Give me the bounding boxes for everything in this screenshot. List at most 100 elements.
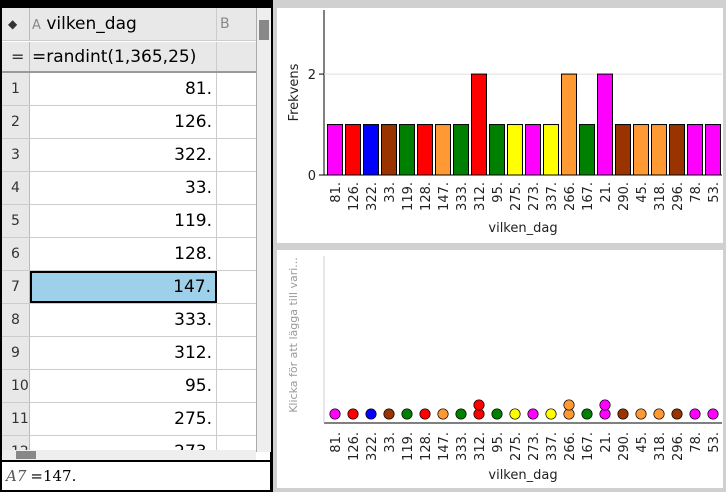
- x-tick-label: 78.: [689, 432, 704, 453]
- dot: [473, 399, 485, 411]
- cell[interactable]: 81.: [30, 73, 217, 105]
- bar: [543, 124, 559, 176]
- cell[interactable]: 33.: [30, 172, 217, 204]
- x-tick-label: 167.: [581, 182, 596, 211]
- column-a-header[interactable]: A vilken_dag: [30, 8, 217, 40]
- cell[interactable]: 128.: [30, 238, 217, 270]
- bar: [579, 124, 595, 176]
- bar: [561, 73, 577, 176]
- y-axis-label: Frekvens: [287, 63, 302, 121]
- sheet-row: 1 81.: [2, 73, 257, 106]
- sheet-row: 5 119.: [2, 205, 257, 238]
- x-tick-label: 126.: [347, 182, 362, 211]
- x-tick-label: 126.: [347, 432, 362, 461]
- corner-icon: ◆: [2, 8, 30, 40]
- x-tick-label: 167.: [581, 432, 596, 461]
- formula-row: = =randint(1,365,25): [2, 42, 257, 73]
- x-tick-label: 290.: [617, 432, 632, 461]
- cell[interactable]: 322.: [30, 139, 217, 171]
- bar: [651, 124, 667, 176]
- bar: [525, 124, 541, 176]
- x-tick-label: 128.: [419, 432, 434, 461]
- x-tick-label: 290.: [617, 182, 632, 211]
- bar: [327, 124, 343, 176]
- x-tick-label: 273.: [527, 432, 542, 461]
- sheet-row: 10 95.: [2, 370, 257, 403]
- x-tick-label: 333.: [455, 182, 470, 211]
- sheet-row: 2 126.: [2, 106, 257, 139]
- x-tick-label: 273.: [527, 182, 542, 211]
- cell[interactable]: 333.: [30, 304, 217, 336]
- dot: [401, 408, 413, 420]
- bar: [687, 124, 703, 176]
- bar: [345, 124, 361, 176]
- bar: [399, 124, 415, 176]
- row-number: 11: [2, 403, 30, 435]
- x-tick-label: 119.: [401, 432, 416, 461]
- x-axis-label: vilken_dag: [488, 221, 557, 236]
- x-tick-label: 95.: [491, 182, 506, 203]
- formula[interactable]: =randint(1,365,25): [30, 42, 217, 71]
- hscroll-thumb[interactable]: [16, 451, 36, 459]
- x-tick-label: 33.: [383, 182, 398, 203]
- y-tick-label: 2: [308, 68, 316, 83]
- row-number: 5: [2, 205, 30, 237]
- x-tick-label: 333.: [455, 432, 470, 461]
- bar: [705, 124, 721, 176]
- dot: [347, 408, 359, 420]
- x-tick-label: 322.: [365, 182, 380, 211]
- x-tick-label: 312.: [473, 432, 488, 461]
- sheet-row: 8 333.: [2, 304, 257, 337]
- dot: [653, 408, 665, 420]
- x-tick-label: 81.: [329, 182, 344, 203]
- x-tick-label: 128.: [419, 182, 434, 211]
- status-bar: A7 =147.: [2, 462, 270, 490]
- dot: [689, 408, 701, 420]
- cell[interactable]: 312.: [30, 337, 217, 369]
- horizontal-scrollbar[interactable]: [2, 450, 256, 460]
- bar: [489, 124, 505, 176]
- bar: [669, 124, 685, 176]
- bar: [381, 124, 397, 176]
- row-number: 1: [2, 73, 30, 105]
- bar: [417, 124, 433, 176]
- x-tick-label: 266.: [563, 432, 578, 461]
- dot: [707, 408, 719, 420]
- y-axis-label: Klicka för att lägga till vari...: [287, 257, 300, 413]
- row-number: 9: [2, 337, 30, 369]
- bar: [435, 124, 451, 176]
- x-tick-label: 322.: [365, 432, 380, 461]
- vertical-scrollbar[interactable]: [256, 8, 271, 452]
- x-tick-label: 147.: [437, 432, 452, 461]
- sheet-row: 6 128.: [2, 238, 257, 271]
- cell[interactable]: 147.: [30, 271, 217, 303]
- cell[interactable]: 275.: [30, 403, 217, 435]
- cell[interactable]: 119.: [30, 205, 217, 237]
- x-tick-label: 53.: [707, 182, 722, 203]
- dot: [599, 399, 611, 411]
- x-tick-label: 78.: [689, 182, 704, 203]
- sheet-row: 4 33.: [2, 172, 257, 205]
- dot: [635, 408, 647, 420]
- x-tick-label: 337.: [545, 182, 560, 211]
- x-tick-label: 45.: [635, 182, 650, 203]
- row-number: 10: [2, 370, 30, 402]
- row-number: 2: [2, 106, 30, 138]
- cell[interactable]: 95.: [30, 370, 217, 402]
- column-b-header[interactable]: B: [220, 16, 230, 32]
- sheet-row: 3 322.: [2, 139, 257, 172]
- x-tick-label: 275.: [509, 432, 524, 461]
- dot: [329, 408, 341, 420]
- cell[interactable]: 126.: [30, 106, 217, 138]
- x-tick-label: 318.: [653, 182, 668, 211]
- bar: [471, 73, 487, 176]
- scroll-thumb[interactable]: [259, 20, 269, 40]
- row-number: 8: [2, 304, 30, 336]
- x-tick-label: 275.: [509, 182, 524, 211]
- x-tick-label: 33.: [383, 432, 398, 453]
- x-tick-label: 337.: [545, 432, 560, 461]
- x-tick-label: 296.: [671, 432, 686, 461]
